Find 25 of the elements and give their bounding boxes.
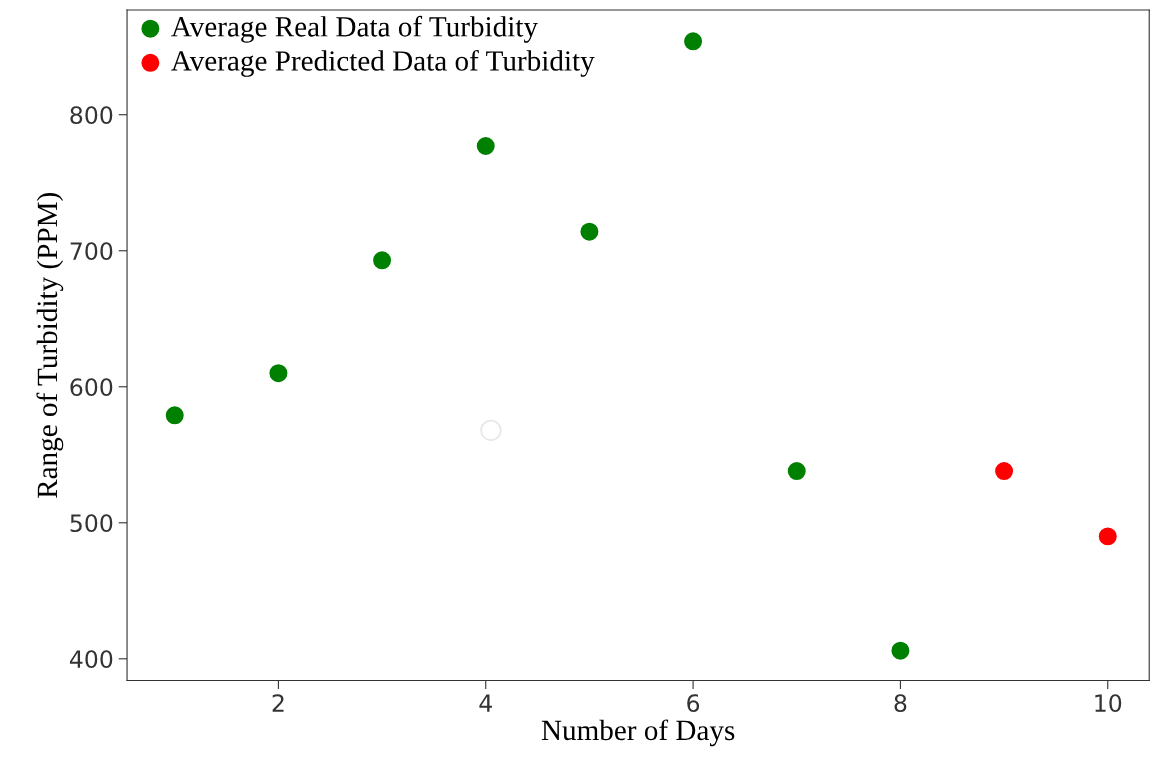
x-axis-title: Number of Days (541, 719, 735, 747)
y-tick-label: 500 (70, 514, 113, 533)
point (475, 135, 497, 157)
y-tick-label: 700 (70, 242, 113, 261)
y-tick-label: 800 (70, 106, 113, 125)
point (786, 460, 808, 482)
point (371, 249, 393, 271)
point (480, 419, 502, 441)
legend-label: Average Predicted Data of Turbidity (171, 49, 595, 77)
y-tick-label: 400 (69, 650, 113, 669)
x-tick-label: 4 (479, 694, 492, 712)
y-axis-title: Range of Turbidity (PPM) (36, 193, 64, 498)
point (1097, 525, 1119, 548)
legend-label: Average Real Data of Turbidity (171, 15, 538, 43)
point (267, 362, 290, 384)
x-tick-label: 6 (687, 694, 700, 713)
x-tick-label: 10 (1095, 694, 1122, 713)
point (682, 30, 704, 52)
point (578, 221, 601, 243)
x-tick-label: 8 (894, 694, 907, 713)
y-tick-label: 600 (70, 378, 113, 397)
x-tick-label: 2 (272, 694, 284, 712)
point (889, 639, 912, 662)
point (164, 404, 186, 426)
point (993, 460, 1015, 482)
